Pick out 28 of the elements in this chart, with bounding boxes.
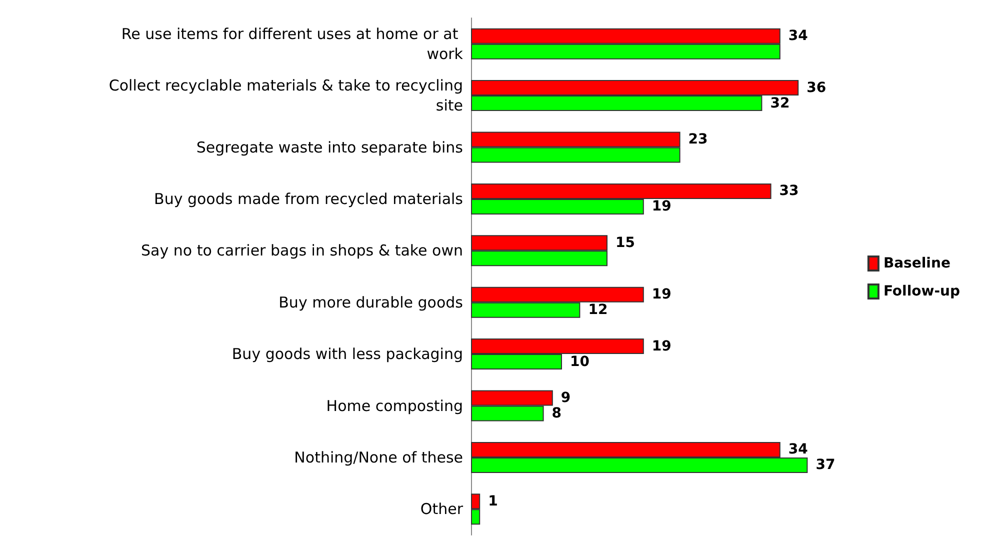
y-tick-label: Buy more durable goods: [278, 293, 464, 312]
data-label: 10: [570, 354, 590, 370]
data-label: 34: [788, 28, 808, 44]
legend-label: Baseline: [883, 256, 950, 272]
legend-label: Follow-up: [883, 284, 960, 300]
y-tick-label: Other: [420, 500, 464, 518]
y-tick-label: Say no to carrier bags in shops & take own: [141, 242, 463, 260]
y-tick-label: Buy goods with less packaging: [232, 345, 463, 364]
y-tick-label: Buy goods made from recycled materials: [154, 190, 464, 208]
data-label: 1: [488, 493, 498, 510]
data-label: 8: [552, 406, 562, 422]
y-tick-label: Home composting: [326, 396, 463, 415]
data-label: 9: [560, 390, 571, 406]
y-tick-label: Collect recyclable materials & take to recycling site: [108, 76, 463, 115]
data-label: 33: [779, 183, 799, 200]
data-label: 19: [652, 198, 672, 215]
data-label: 12: [588, 302, 608, 318]
data-label: 37: [816, 457, 836, 474]
data-label: 34: [788, 442, 808, 458]
y-tick-label: Nothing/None of these: [294, 448, 463, 466]
data-label: 19: [652, 286, 672, 303]
y-tick-label: Segregate waste into separate bins: [196, 138, 464, 156]
y-tick-label: Re use items for different uses at home or at work: [121, 24, 464, 63]
data-label: 23: [688, 131, 708, 148]
data-label: 19: [652, 338, 672, 354]
data-label: 36: [806, 80, 826, 96]
data-label: 32: [770, 95, 790, 112]
data-label: 15: [616, 234, 635, 251]
